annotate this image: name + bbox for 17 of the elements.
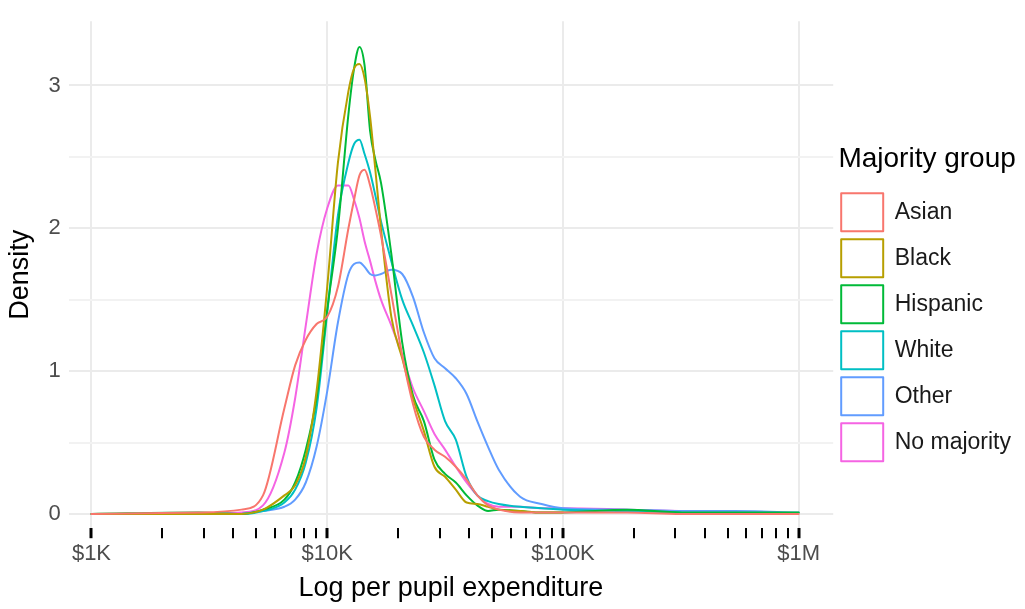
- legend-label: Black: [894, 243, 952, 270]
- legend-label: White: [894, 335, 954, 362]
- y-tick-label: 0: [48, 499, 61, 525]
- legend-label: Hispanic: [894, 289, 983, 316]
- x-tick-label: $10K: [301, 540, 354, 566]
- y-tick-label: 1: [48, 357, 61, 383]
- legend-label: No majority: [894, 427, 1012, 454]
- legend-title: Majority group: [838, 142, 1016, 174]
- y-tick-label: 3: [48, 71, 61, 97]
- y-tick-label: 2: [48, 214, 61, 240]
- x-tick-label: $1M: [777, 540, 821, 566]
- x-tick-label: $100K: [531, 540, 596, 566]
- x-tick-label: $1K: [71, 540, 112, 566]
- y-axis-title: Density: [3, 229, 34, 320]
- x-axis-title: Log per pupil expenditure: [298, 572, 604, 603]
- legend-label: Asian: [894, 197, 953, 224]
- legend-label: Other: [894, 381, 953, 408]
